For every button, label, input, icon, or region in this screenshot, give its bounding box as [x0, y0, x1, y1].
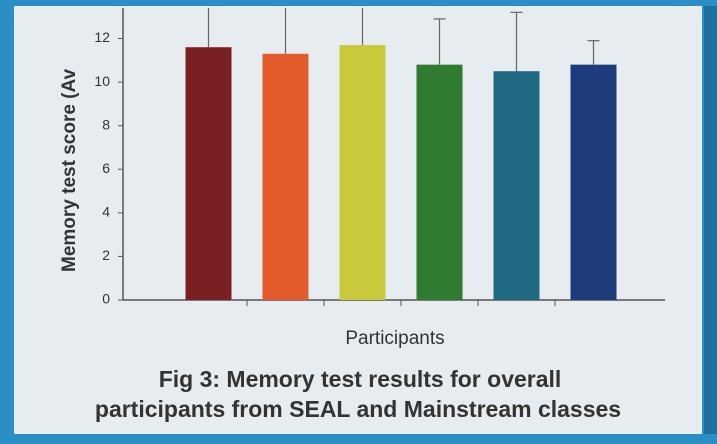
caption: Fig 3: Memory test results for overall [159, 366, 562, 392]
plot-area [185, 8, 617, 301]
y-tick-label: 10 [94, 73, 110, 89]
edge [704, 6, 717, 434]
x-axis-label: Participants [345, 328, 444, 349]
y-tick-label: 4 [102, 204, 110, 220]
y-tick-label: 8 [102, 116, 110, 132]
y-tick-label: 12 [94, 29, 110, 45]
bar [262, 53, 309, 300]
bar [493, 71, 540, 300]
caption: participants from SEAL and Mainstream cl… [95, 396, 621, 422]
bar [416, 64, 463, 301]
y-tick-label: 2 [102, 247, 110, 263]
bar [570, 64, 617, 301]
bar [339, 45, 386, 301]
y-tick-label: 0 [102, 291, 110, 307]
bar [185, 47, 232, 301]
y-axis-label: Memory test score (Av [59, 68, 80, 272]
y-tick-label: 6 [102, 160, 110, 176]
